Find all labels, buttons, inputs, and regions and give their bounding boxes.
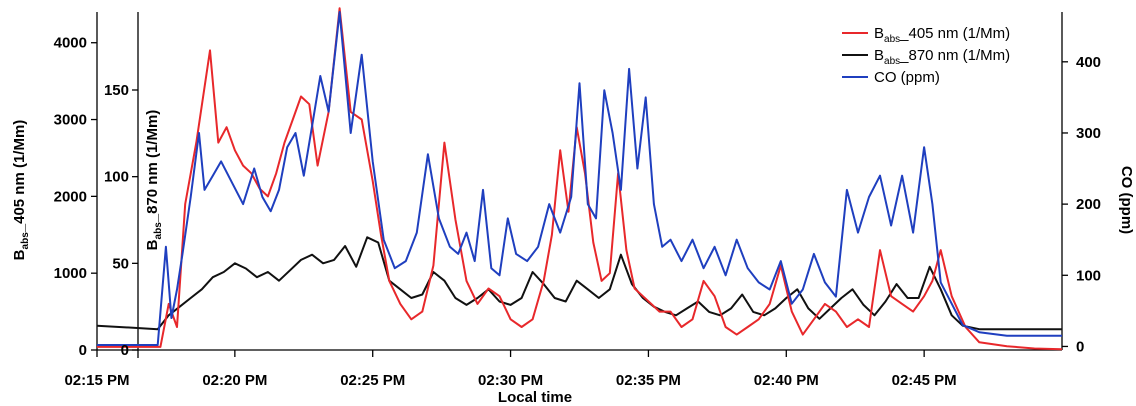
legend-entry-babs-405: Babs_405 nm (1/Mm) xyxy=(842,25,1010,45)
left1-tick-label: 1000 xyxy=(54,265,87,282)
series-babs-405-line xyxy=(97,7,1063,351)
legend-label-babs-870: Babs_870 nm (1/Mm) xyxy=(874,47,1010,67)
labels-layer: 02:15 PM 02:20 PM 02:25 PM 02:30 PM 02:35 PM… xyxy=(54,35,1101,389)
left1-axis-title: Babs_405 nm (1/Mm) xyxy=(11,120,31,261)
x-tick-label: 02:20 PM xyxy=(202,372,267,389)
right-axis-title: CO (ppm) xyxy=(1118,166,1135,234)
legend-label-babs-405: Babs_405 nm (1/Mm) xyxy=(874,25,1010,45)
x-tick-label: 02:45 PM xyxy=(892,372,957,389)
x-tick-label: 02:40 PM xyxy=(754,372,819,389)
left2-tick-label: 100 xyxy=(104,169,129,186)
legend-entry-co: CO (ppm) xyxy=(842,69,940,86)
x-tick-label: 02:30 PM xyxy=(478,372,543,389)
series-co-line xyxy=(97,11,1062,346)
x-tick-label: 02:35 PM xyxy=(616,372,681,389)
series-babs-870-line xyxy=(96,236,1062,331)
right-tick-label: 400 xyxy=(1076,54,1101,71)
right-tick-label: 100 xyxy=(1076,267,1101,284)
right-tick-label: 300 xyxy=(1076,125,1101,142)
right-tick-label: 200 xyxy=(1076,196,1101,213)
left2-tick-label: 150 xyxy=(104,82,129,99)
legend: Babs_405 nm (1/Mm) Babs_870 nm (1/Mm) CO… xyxy=(842,25,1010,86)
x-tick-label: 02:15 PM xyxy=(64,372,129,389)
left2-tick-label: 50 xyxy=(112,255,129,272)
x-tick-label: 02:25 PM xyxy=(340,372,405,389)
axes-layer xyxy=(91,12,1068,358)
legend-label-co: CO (ppm) xyxy=(874,69,940,86)
left2-axis-title: Babs_870 nm (1/Mm) xyxy=(144,110,164,251)
series-layer xyxy=(96,7,1063,351)
left1-tick-label: 2000 xyxy=(54,188,87,205)
left1-tick-label: 3000 xyxy=(54,112,87,129)
left1-tick-label: 4000 xyxy=(54,35,87,52)
legend-entry-babs-870: Babs_870 nm (1/Mm) xyxy=(842,47,1010,67)
x-axis-title: Local time xyxy=(498,389,572,406)
left1-tick-label: 0 xyxy=(79,342,87,359)
right-tick-label: 0 xyxy=(1076,338,1084,355)
left2-tick-label: 0 xyxy=(121,342,129,359)
